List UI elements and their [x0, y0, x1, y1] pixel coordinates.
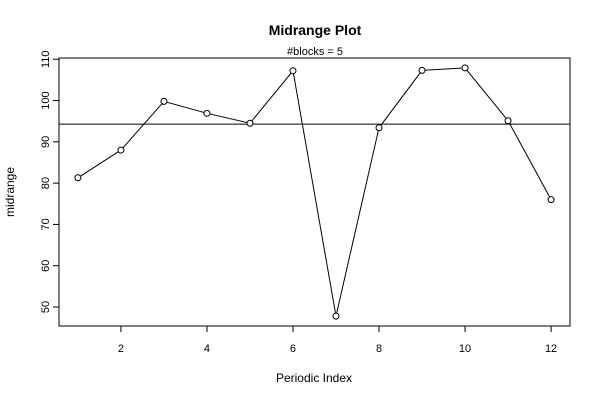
y-axis-title: midrange	[3, 167, 17, 217]
x-axis: 2 4 6 8 10 12	[118, 325, 557, 355]
x-tick-label: 4	[204, 343, 210, 355]
x-tick-label: 12	[545, 343, 557, 355]
y-tick-label: 110	[40, 50, 52, 68]
data-point	[289, 67, 297, 75]
chart-title: Midrange Plot	[269, 22, 362, 38]
x-tick-label: 6	[290, 343, 296, 355]
y-tick-label: 90	[40, 136, 52, 148]
chart-subtitle: #blocks = 5	[287, 46, 343, 58]
y-tick-label: 80	[40, 177, 52, 189]
x-tick-label: 2	[118, 343, 124, 355]
data-point	[74, 174, 82, 182]
data-point	[160, 97, 168, 105]
y-tick-label: 60	[40, 260, 52, 272]
y-tick-label: 100	[40, 91, 52, 109]
data-point	[504, 117, 512, 125]
series-line	[77, 67, 552, 317]
data-point	[547, 196, 555, 204]
x-axis-title: Periodic Index	[276, 371, 352, 385]
data-point	[203, 109, 211, 117]
y-tick-label: 70	[40, 218, 52, 230]
data-point	[418, 66, 426, 74]
data-point	[461, 64, 469, 72]
data-point	[375, 124, 383, 132]
data-points	[74, 64, 555, 320]
data-point	[332, 312, 340, 320]
y-axis: 50 60 70 80 90 100 110	[40, 50, 60, 313]
y-tick-label: 50	[40, 301, 52, 313]
data-point	[117, 146, 125, 154]
data-point	[246, 119, 254, 127]
x-tick-label: 8	[376, 343, 382, 355]
x-tick-label: 10	[459, 343, 471, 355]
